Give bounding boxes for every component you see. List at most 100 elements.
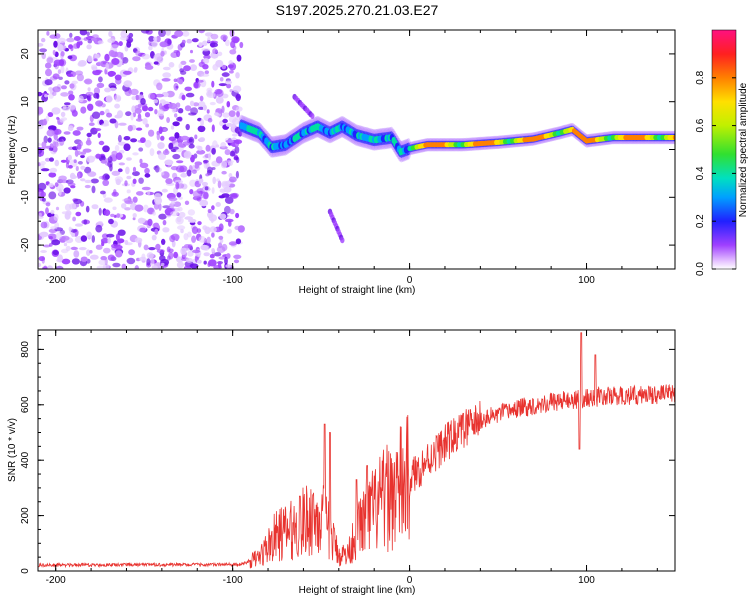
noise-blob — [71, 258, 80, 265]
noise-blob — [220, 34, 228, 41]
noise-blob — [132, 56, 141, 62]
colorbar-axes: 0.0 0.2 0.4 0.6 0.8 — [695, 70, 736, 276]
noise-blob — [53, 213, 59, 221]
noise-blob — [131, 96, 136, 101]
noise-blob — [166, 117, 171, 123]
noise-blob — [168, 102, 177, 110]
noise-blob — [68, 90, 74, 96]
noise-blob — [144, 139, 152, 148]
noise-blob — [186, 38, 193, 44]
noise-blob — [235, 93, 241, 102]
noise-blob — [222, 118, 228, 124]
noise-blob — [218, 235, 224, 240]
noise-blob — [191, 235, 197, 243]
noise-blob — [98, 76, 103, 83]
noise-blob — [57, 69, 62, 75]
noise-blob — [142, 118, 148, 125]
noise-blob — [104, 258, 108, 266]
noise-blob — [38, 91, 43, 97]
noise-blob — [38, 182, 47, 191]
noise-blob — [207, 117, 213, 123]
noise-blob — [176, 50, 181, 58]
noise-blob — [111, 58, 120, 65]
noise-blob — [161, 188, 168, 193]
noise-blob — [42, 244, 51, 248]
noise-blob — [211, 205, 215, 211]
noise-blob — [95, 69, 103, 74]
noise-blob — [66, 37, 75, 43]
noise-blob — [68, 226, 72, 232]
noise-blob — [177, 206, 183, 212]
noise-blob — [213, 252, 222, 257]
noise-blob — [217, 261, 222, 269]
noise-blob — [132, 196, 138, 203]
noise-blob — [161, 78, 171, 82]
noise-blob — [154, 109, 158, 115]
snr-ytick-label: 600 — [20, 396, 31, 413]
noise-blob — [112, 262, 121, 268]
noise-blob — [148, 129, 155, 137]
noise-blob — [206, 92, 216, 98]
noise-blob — [229, 176, 237, 183]
noise-blob — [38, 142, 42, 147]
noise-blob — [70, 175, 77, 179]
noise-blob — [79, 30, 88, 36]
noise-blob — [162, 219, 167, 226]
colorbar — [711, 29, 737, 270]
noise-blob — [93, 92, 99, 99]
noise-blob — [77, 150, 81, 156]
noise-blob — [225, 39, 230, 47]
noise-blob — [180, 70, 187, 75]
noise-blob — [234, 139, 243, 144]
noise-blob — [230, 194, 238, 200]
noise-blob — [191, 38, 199, 43]
noise-blob — [174, 30, 184, 37]
noise-blob — [60, 235, 70, 241]
noise-blob — [218, 242, 223, 249]
noise-blob — [215, 108, 223, 114]
noise-blob — [100, 190, 106, 195]
noise-blob — [39, 231, 49, 238]
spectrogram-xlabel: Height of straight line (km) — [299, 285, 416, 296]
noise-blob — [175, 182, 180, 190]
noise-blob — [218, 256, 226, 260]
noise-blob — [107, 156, 113, 163]
noise-blob — [183, 65, 191, 72]
noise-blob — [235, 156, 240, 163]
spectrogram-ytick-label: -10 — [20, 190, 31, 205]
noise-blob — [114, 103, 120, 109]
noise-blob — [235, 106, 243, 112]
noise-blob — [89, 254, 99, 260]
noise-blob — [128, 249, 136, 256]
noise-blob — [146, 252, 154, 259]
noise-blob — [235, 170, 239, 179]
spectrogram-ytick-label: 20 — [20, 48, 31, 60]
noise-blob — [212, 48, 218, 54]
noise-blob — [149, 148, 155, 157]
noise-blob — [75, 165, 79, 172]
noise-blob — [183, 150, 192, 159]
noise-blob — [163, 128, 167, 132]
noise-blob — [96, 82, 105, 89]
noise-blob — [124, 180, 128, 187]
noise-blob — [72, 130, 81, 136]
noise-blob — [224, 205, 231, 214]
noise-blob — [49, 167, 58, 173]
noise-blob — [206, 87, 213, 94]
noise-blob — [115, 250, 123, 258]
noise-blob — [91, 235, 96, 243]
noise-blob — [52, 86, 61, 93]
noise-blob — [202, 245, 210, 251]
noise-blob — [73, 159, 77, 164]
noise-blob — [38, 43, 44, 47]
noise-blob — [211, 232, 215, 238]
noise-blob — [114, 74, 122, 81]
noise-blob — [206, 236, 211, 244]
noise-blob — [44, 94, 48, 98]
noise-blob — [180, 247, 187, 255]
noise-blob — [178, 142, 183, 148]
noise-blob — [196, 228, 202, 234]
noise-blob — [68, 165, 73, 169]
noise-blob — [117, 238, 125, 244]
noise-blob — [46, 31, 50, 36]
